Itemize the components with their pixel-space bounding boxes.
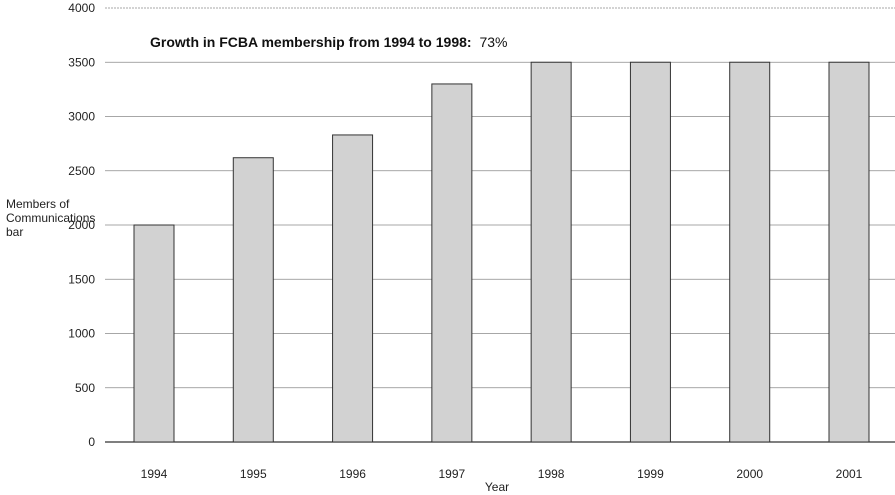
y-tick-label: 3000	[68, 110, 95, 124]
x-tick-label: 1996	[339, 467, 366, 481]
bar-1998	[530, 61, 572, 443]
y-tick-label: 4000	[68, 1, 95, 15]
x-tick-labels: 1994 1995 1996 1997 1998 1999 2000 2001	[141, 467, 863, 481]
gridlines	[105, 7, 895, 443]
x-tick-label: 1994	[141, 467, 168, 481]
y-tick-labels: 0 500 1000 1500 2000 2500 3000 3500 4000	[68, 1, 95, 449]
y-axis-label-line: bar	[6, 225, 23, 239]
bar-2001	[828, 61, 870, 443]
x-tick-label: 2001	[836, 467, 863, 481]
x-tick-label: 1998	[538, 467, 565, 481]
bar-1999	[629, 61, 671, 443]
y-tick-label: 2000	[68, 218, 95, 232]
y-tick-label: 1500	[68, 272, 95, 286]
chart-title: Growth in FCBA membership from 1994 to 1…	[150, 34, 507, 50]
y-axis-label-line: Communications	[6, 211, 95, 225]
x-tick-label: 1997	[439, 467, 466, 481]
x-tick-label: 1995	[240, 467, 267, 481]
y-tick-label: 2500	[68, 164, 95, 178]
x-tick-label: 1999	[637, 467, 664, 481]
y-tick-label: 0	[88, 435, 95, 449]
bars	[133, 61, 870, 443]
bar-1996	[332, 134, 374, 443]
x-axis-label: Year	[485, 480, 509, 494]
bar-1997	[431, 83, 473, 443]
x-tick-label: 2000	[736, 467, 763, 481]
y-tick-label: 1000	[68, 327, 95, 341]
y-axis-label: Members of Communications bar	[6, 197, 99, 239]
bar-1994	[133, 224, 175, 443]
y-axis-label-line: Members of	[6, 197, 70, 211]
y-tick-label: 500	[75, 381, 95, 395]
bar-1995	[232, 157, 274, 443]
bar-2000	[729, 61, 771, 443]
y-tick-label: 3500	[68, 55, 95, 69]
